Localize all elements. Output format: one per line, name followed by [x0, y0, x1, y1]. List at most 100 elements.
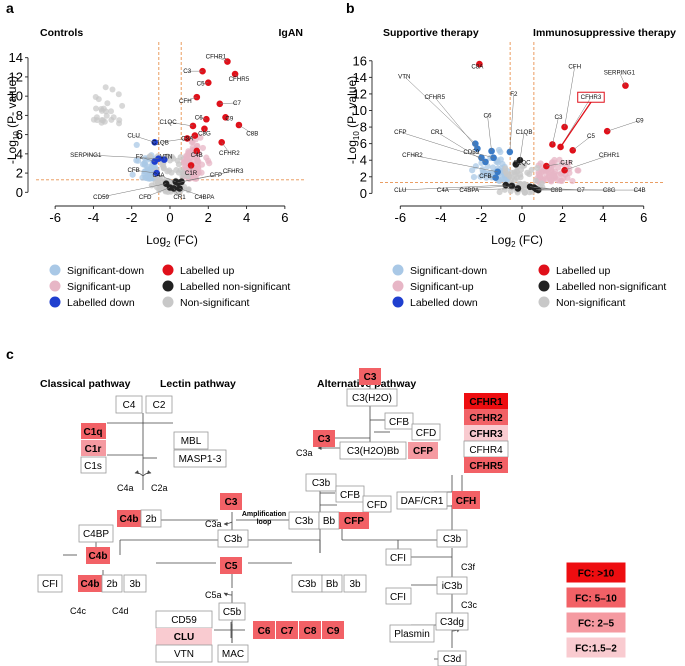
node-2b1: 2b — [145, 514, 157, 525]
legend-a-lab-up: Labelled up — [162, 264, 234, 277]
label-leader-line — [434, 97, 478, 149]
legend-a-lab-ns: Labelled non-significant — [162, 280, 290, 293]
y-tick-label: 2 — [360, 169, 367, 184]
node-box-ic3b — [436, 576, 468, 595]
x-tick-label: 4 — [600, 210, 607, 225]
label-leader-line — [164, 156, 167, 160]
label-leader-line — [225, 117, 230, 119]
data-point — [160, 165, 167, 172]
node-c5b: C5b — [223, 607, 242, 618]
point-label-serping1: SERPING1 — [70, 152, 102, 159]
point-label-c4b: C4B — [634, 187, 646, 194]
data-point — [170, 155, 177, 162]
data-point — [528, 166, 535, 173]
data-point — [98, 105, 105, 112]
fc-legend-label-fc3: FC: 2–5 — [578, 619, 615, 630]
data-point — [513, 168, 520, 175]
node-cfi2: CFI — [390, 553, 406, 564]
label-leader-line — [509, 93, 515, 152]
node-c6: C6 — [258, 626, 271, 637]
node-cfhr2: CFHR2 — [469, 413, 503, 424]
point-label-cfh: CFH — [568, 64, 581, 71]
node-box-cfd2 — [362, 495, 392, 513]
node-box-cfhr2 — [464, 409, 508, 425]
connector — [134, 470, 144, 477]
node-c3b5: C3b — [443, 534, 462, 545]
node-cfb1: CFB — [389, 417, 409, 428]
plot-b-x-axis-label: Log2 (FC) — [491, 233, 543, 249]
legend-a-non-sig-marker — [162, 296, 174, 308]
point-label-c3: C3 — [183, 68, 191, 75]
point-label-cfb: CFB — [479, 173, 491, 180]
label-leader-line — [160, 138, 188, 143]
labelled-point-cfhr2 — [494, 168, 501, 176]
node-c3l: C3 — [225, 497, 238, 508]
y-tick-label: 14 — [9, 50, 23, 65]
data-point — [110, 114, 117, 121]
point-label-c6: C6 — [484, 112, 492, 119]
node-c3a1: C3a — [205, 519, 222, 529]
node-box-cfb1 — [384, 412, 414, 430]
pathway-diagram: Classical pathway Lectin pathway Alterna… — [37, 368, 627, 666]
label-leader-line — [436, 131, 486, 163]
data-point — [181, 158, 188, 165]
node-box-c3dg — [435, 612, 469, 631]
node-c1s: C1s — [84, 461, 102, 472]
data-point — [93, 105, 100, 112]
legend-b-lab-down: Labelled down — [392, 296, 478, 309]
label-leader-line — [221, 142, 230, 154]
node-cfhr3: CFHR3 — [469, 429, 503, 440]
node-c4b3: C4b — [81, 579, 100, 590]
fc-legend-swatch-fc3 — [565, 611, 627, 634]
data-point — [139, 161, 147, 168]
node-box-cfd1 — [411, 423, 441, 441]
label-leader-line — [442, 185, 512, 191]
node-box-c1q — [81, 423, 106, 439]
point-label-c8a: C8A — [471, 64, 484, 71]
data-point — [469, 167, 476, 174]
label-leader-line — [158, 174, 176, 182]
y-tick-label: 12 — [9, 69, 23, 84]
node-c3h2obb: C3(H2O)Bb — [347, 446, 400, 457]
data-point — [555, 171, 562, 178]
node-box-cfp2 — [339, 512, 369, 529]
node-box-cfb2 — [335, 485, 365, 503]
node-box-cfi1 — [37, 574, 63, 593]
legend-a-non-sig: Non-significant — [162, 296, 250, 309]
point-label-c4bpa: C4BPA — [195, 194, 216, 201]
node-box-c7 — [276, 621, 298, 639]
node-box-vtn — [155, 644, 213, 663]
plot-a-left-title: Controls — [40, 27, 83, 39]
node-c3r: C3 — [318, 434, 331, 445]
label-leader-line — [619, 72, 626, 86]
legend-b-sig-down-label: Significant-down — [410, 265, 487, 277]
point-label-c1r: C1R — [560, 160, 573, 167]
node-c4d: C4d — [112, 606, 129, 616]
node-box-c3h2obb — [339, 441, 407, 460]
node-3b2: 3b — [349, 579, 361, 590]
point-label-cfhr1: CFHR1 — [599, 152, 620, 159]
data-point — [197, 134, 204, 141]
node-c3dg: C3dg — [440, 617, 464, 628]
node-box-c4 — [115, 395, 143, 414]
labelled-point-cfhr5 — [231, 70, 239, 78]
legend-b-lab-up-marker — [538, 264, 550, 276]
node-box-c3b1 — [217, 529, 249, 548]
node-c2: C2 — [153, 400, 166, 411]
data-point — [108, 108, 115, 115]
fc-legend: FC: >10 FC: 5–10 FC: 2–5 FC:1.5–2 — [565, 561, 627, 659]
plot-a-right-title: IgAN — [279, 27, 304, 39]
label-leader-line — [469, 188, 518, 191]
node-bb2: Bb — [326, 579, 339, 590]
x-tick-label: -4 — [88, 210, 100, 225]
legend-a-lab-down-marker — [49, 296, 61, 308]
point-label-c9: C9 — [225, 115, 233, 122]
node-box-cfhr1 — [464, 393, 508, 409]
x-tick-label: -6 — [395, 210, 407, 225]
data-point — [508, 174, 515, 181]
data-point — [184, 173, 191, 180]
point-label-cd59: CD59 — [463, 149, 479, 156]
legend-b-lab-up-label: Labelled up — [556, 265, 610, 277]
data-point — [182, 164, 189, 172]
